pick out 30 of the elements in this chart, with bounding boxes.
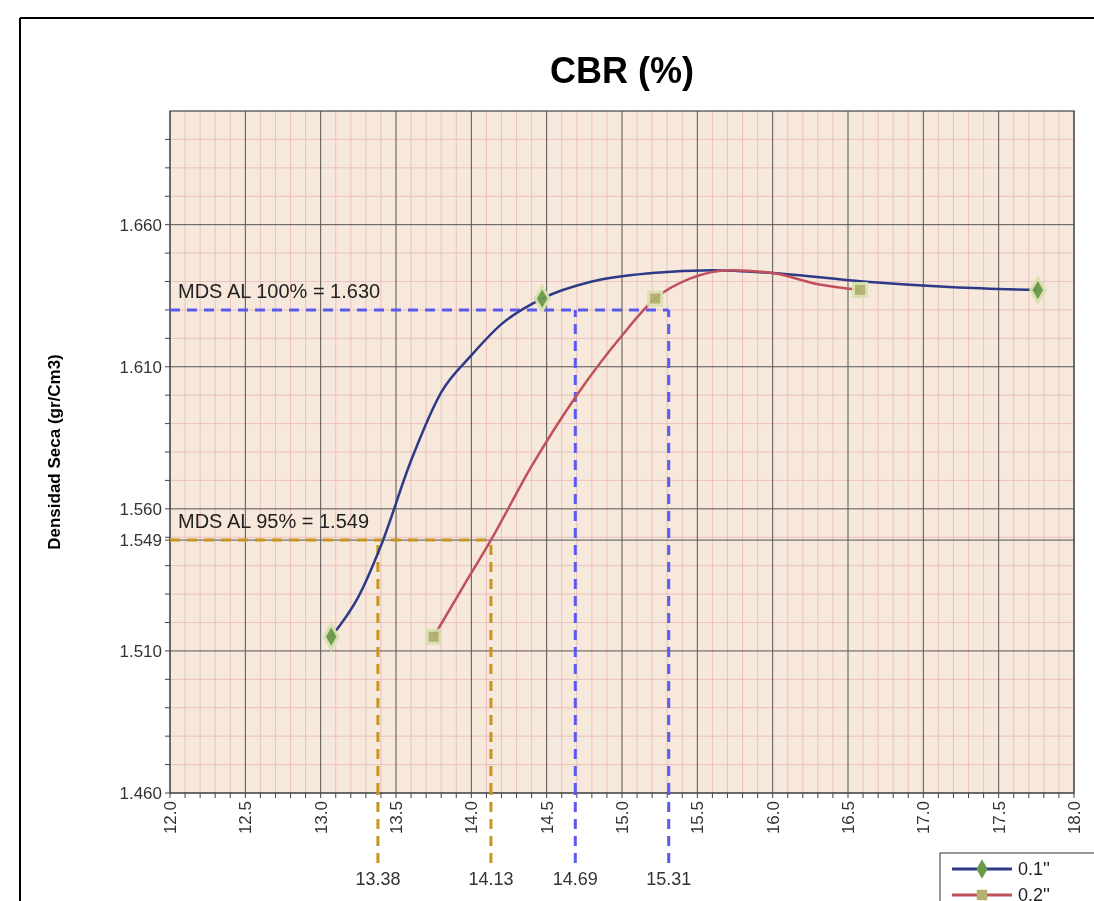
- x-tick-label: 14.0: [462, 801, 482, 835]
- x-tick-label: 18.0: [1064, 801, 1084, 835]
- x-tick-label: 16.0: [763, 801, 783, 835]
- legend-label: 0.2'': [1018, 885, 1050, 901]
- point: [852, 282, 869, 299]
- x-tick-label: 14.5: [537, 801, 557, 835]
- y-tick-label: 1.460: [119, 783, 162, 803]
- x-tick-label: 12.5: [236, 801, 256, 835]
- point: [425, 628, 442, 645]
- y-tick-label: 1.610: [119, 357, 162, 377]
- ref-line-label: 15.31: [646, 869, 692, 889]
- point: [647, 290, 664, 307]
- y-tick-label: 1.560: [119, 499, 162, 519]
- x-tick-label: 15.5: [688, 801, 708, 835]
- y-tick-label: 1.549: [119, 531, 162, 551]
- x-tick-label: 12.0: [160, 801, 180, 835]
- x-tick-label: 13.0: [311, 801, 331, 835]
- ref-line-label: 14.13: [468, 869, 514, 889]
- x-tick-label: 16.5: [838, 801, 858, 835]
- legend-label: 0.1'': [1018, 859, 1050, 880]
- x-tick-label: 13.5: [386, 801, 406, 835]
- x-tick-label: 17.0: [914, 801, 934, 835]
- y-axis-title: Densidad Seca (gr/Cm3): [45, 354, 64, 550]
- y-tick-label: 1.660: [119, 215, 162, 235]
- y-tick-label: 1.510: [119, 641, 162, 661]
- ref-line-label: 14.69: [552, 869, 598, 889]
- x-tick-label: 15.0: [612, 801, 632, 835]
- ref-line-label: 13.38: [355, 869, 401, 889]
- chart-title: CBR (%): [550, 50, 694, 91]
- x-tick-label: 17.5: [989, 801, 1009, 835]
